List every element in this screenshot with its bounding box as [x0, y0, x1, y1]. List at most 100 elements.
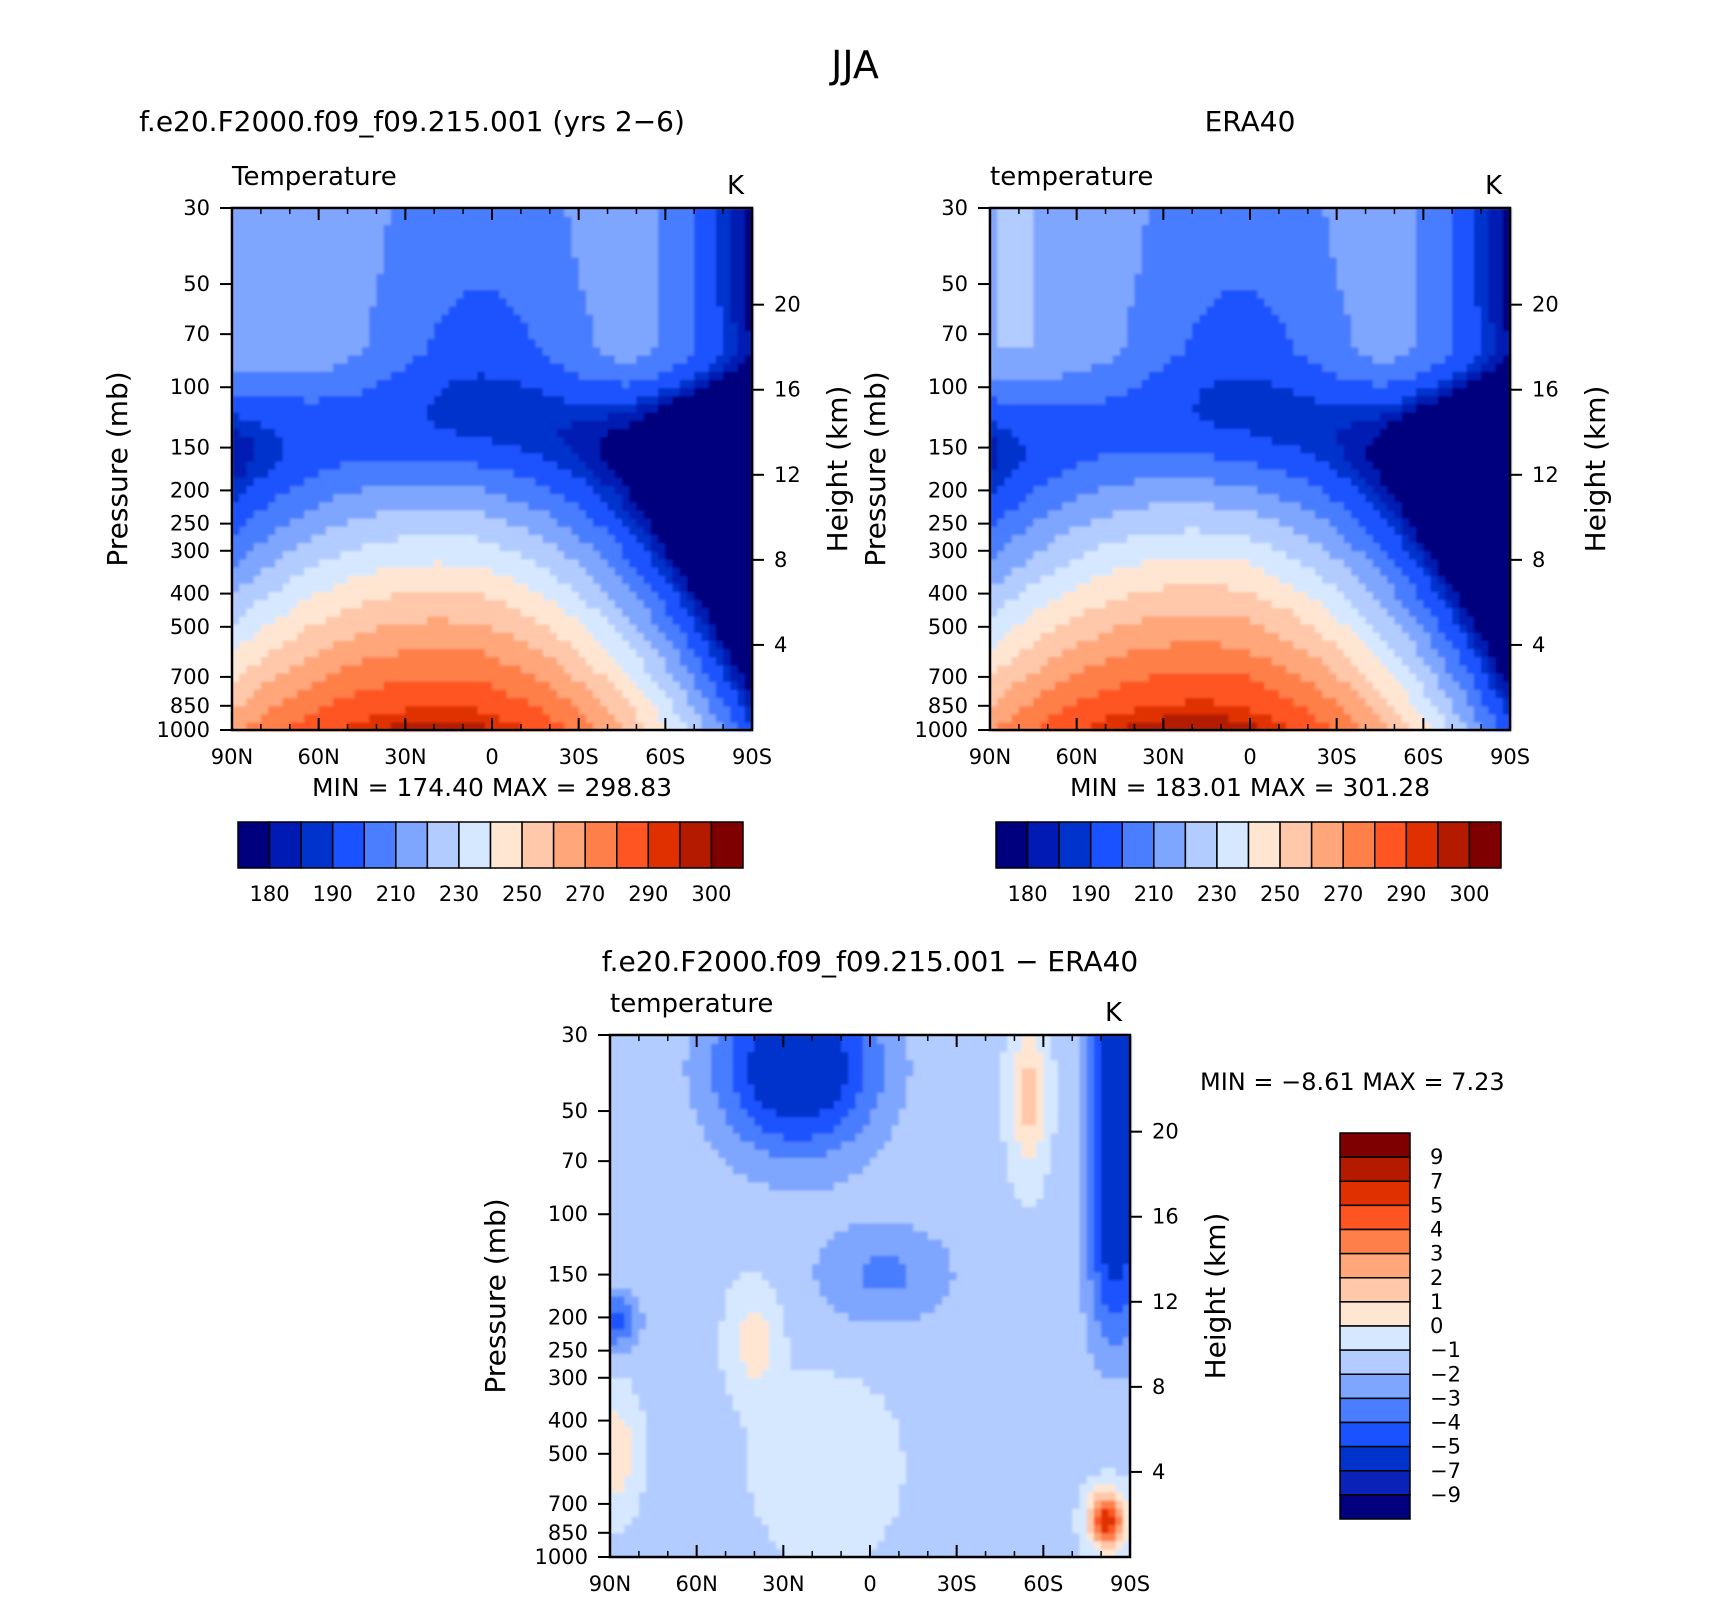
- contour-cell: [304, 566, 312, 576]
- contour-cell: [622, 289, 630, 299]
- contour-cell: [268, 558, 276, 568]
- contour-cell: [643, 672, 652, 682]
- contour-cell: [557, 428, 565, 437]
- contour-cell: [354, 697, 363, 707]
- contour-cell: [246, 534, 255, 544]
- contour-cell: [665, 330, 674, 340]
- contour-cell: [499, 314, 507, 323]
- contour-cell: [383, 542, 392, 552]
- contour-cell: [658, 208, 666, 217]
- contour-cell: [549, 534, 558, 544]
- contour-cell: [434, 248, 442, 258]
- contour-cell: [585, 509, 594, 519]
- contour-cell: [405, 436, 414, 446]
- contour-cell: [571, 346, 580, 356]
- contour-cell: [369, 558, 377, 568]
- contour-cell: [412, 599, 421, 609]
- contour-cell: [492, 444, 500, 454]
- contour-cell: [672, 672, 681, 682]
- contour-cell: [398, 624, 406, 633]
- contour-cell: [362, 517, 370, 527]
- contour-cell: [513, 240, 522, 250]
- contour-cell: [990, 721, 998, 731]
- contour-cell: [253, 322, 262, 331]
- contour-cell: [990, 697, 998, 707]
- contour-cell: [232, 558, 240, 568]
- contour-cell: [658, 224, 666, 234]
- contour-cell: [658, 550, 666, 560]
- contour-cell: [672, 330, 681, 340]
- contour-cell: [1495, 721, 1504, 731]
- contour-cell: [600, 689, 609, 698]
- contour-cell: [535, 265, 544, 274]
- contour-cell: [506, 411, 515, 421]
- contour-cell: [513, 232, 522, 242]
- contour-cell: [427, 558, 435, 568]
- contour-cell: [484, 314, 493, 323]
- contour-cell: [513, 599, 522, 609]
- contour-cell: [289, 705, 298, 715]
- contour-cell: [246, 346, 255, 356]
- contour-cell: [477, 526, 486, 535]
- contour-cell: [564, 493, 572, 503]
- contour-cell: [354, 314, 363, 323]
- contour-cell: [347, 403, 356, 413]
- contour-cell: [470, 558, 479, 568]
- contour-cell: [701, 395, 710, 405]
- contour-cell: [687, 256, 695, 266]
- contour-cell: [1127, 713, 1135, 723]
- contour-cell: [246, 599, 255, 609]
- contour-cell: [1423, 713, 1432, 723]
- contour-cell: [297, 517, 305, 527]
- contour-cell: [325, 224, 334, 234]
- contour-cell: [297, 314, 305, 323]
- contour-cell: [412, 591, 421, 601]
- contour-cell: [506, 591, 515, 601]
- contour-cell: [1380, 721, 1388, 731]
- contour-cell: [311, 526, 320, 535]
- contour-cell: [253, 566, 262, 576]
- contour-cell: [412, 330, 421, 340]
- contour-cell: [585, 354, 594, 364]
- contour-cell: [260, 697, 269, 707]
- contour-cell: [650, 713, 659, 723]
- contour-cell: [340, 534, 349, 544]
- contour-cell: [658, 632, 666, 641]
- contour-cell: [405, 656, 414, 666]
- x-tick-label: 60S: [645, 745, 685, 769]
- contour-cell: [362, 436, 370, 446]
- contour-cell: [687, 697, 695, 707]
- contour-cell: [268, 615, 276, 625]
- contour-cell: [658, 265, 666, 274]
- contour-cell: [463, 330, 471, 340]
- contour-cell: [463, 509, 471, 519]
- contour-cell: [419, 273, 428, 283]
- contour-cell: [744, 297, 753, 307]
- contour-cell: [405, 346, 414, 356]
- contour-cell: [744, 428, 753, 437]
- contour-cell: [708, 632, 717, 641]
- contour-cell: [427, 509, 435, 519]
- contour-cell: [650, 689, 659, 698]
- contour-cell: [340, 632, 349, 641]
- contour-cell: [499, 534, 507, 544]
- contour-cell: [441, 632, 450, 641]
- contour-cell: [246, 566, 255, 576]
- contour-cell: [499, 330, 507, 340]
- contour-cell: [636, 607, 645, 617]
- contour-cell: [708, 583, 717, 592]
- contour-cell: [535, 322, 544, 331]
- contour-cell: [585, 265, 594, 274]
- contour-cell: [232, 436, 240, 446]
- contour-cell: [535, 469, 544, 478]
- contour-cell: [441, 428, 450, 437]
- contour-cell: [434, 216, 442, 225]
- contour-cell: [268, 672, 276, 682]
- contour-cell: [477, 403, 486, 413]
- contour-cell: [362, 615, 370, 625]
- contour-cell: [304, 232, 312, 242]
- contour-cell: [607, 436, 616, 446]
- contour-cell: [607, 452, 616, 462]
- contour-cell: [246, 232, 255, 242]
- contour-cell: [600, 648, 609, 658]
